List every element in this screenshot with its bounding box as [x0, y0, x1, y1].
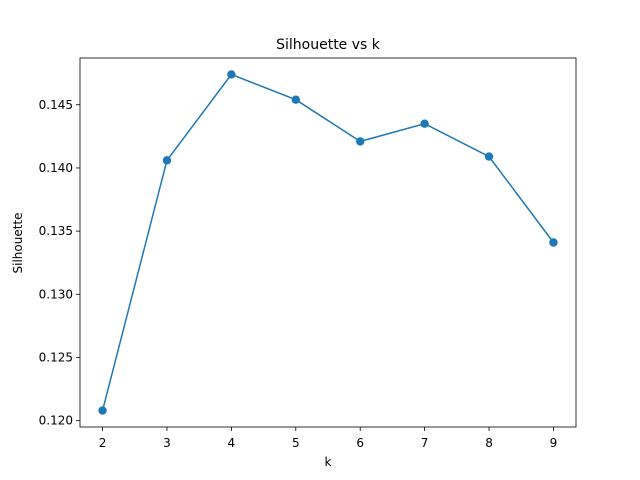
x-tick-label: 6	[356, 436, 364, 450]
y-tick-label: 0.125	[39, 350, 73, 364]
y-tick-label: 0.120	[39, 414, 73, 428]
series-line	[101, 73, 555, 411]
x-tick-label: 7	[421, 436, 429, 450]
x-axis-label: k	[325, 455, 332, 469]
y-tick-label: 0.140	[39, 161, 73, 175]
x-tick-label: 8	[485, 436, 493, 450]
data-point	[291, 95, 300, 104]
data-point	[549, 238, 558, 247]
y-axis-label: Silhouette	[11, 212, 25, 273]
y-tick-label: 0.145	[39, 98, 73, 112]
plot-area-frame	[79, 57, 577, 428]
x-axis-ticks: 2 3 4 5 6 7 8 9	[99, 427, 558, 450]
y-tick-label: 0.135	[39, 224, 73, 238]
chart-title: Silhouette vs k	[276, 37, 381, 53]
y-tick-label: 0.130	[39, 287, 73, 301]
x-tick-label: 4	[228, 436, 236, 450]
data-point	[162, 156, 172, 165]
x-tick-label: 3	[163, 436, 171, 450]
data-point	[98, 406, 107, 415]
series-points	[98, 70, 558, 415]
x-tick-label: 2	[99, 436, 107, 450]
data-point	[356, 137, 365, 146]
x-tick-label: 9	[550, 436, 558, 450]
x-tick-label: 5	[292, 436, 300, 450]
data-point	[484, 152, 494, 161]
data-point	[227, 70, 236, 79]
y-axis-ticks: 0.120 0.125 0.130 0.135 0.140 0.145	[39, 98, 80, 428]
data-point	[420, 119, 429, 128]
